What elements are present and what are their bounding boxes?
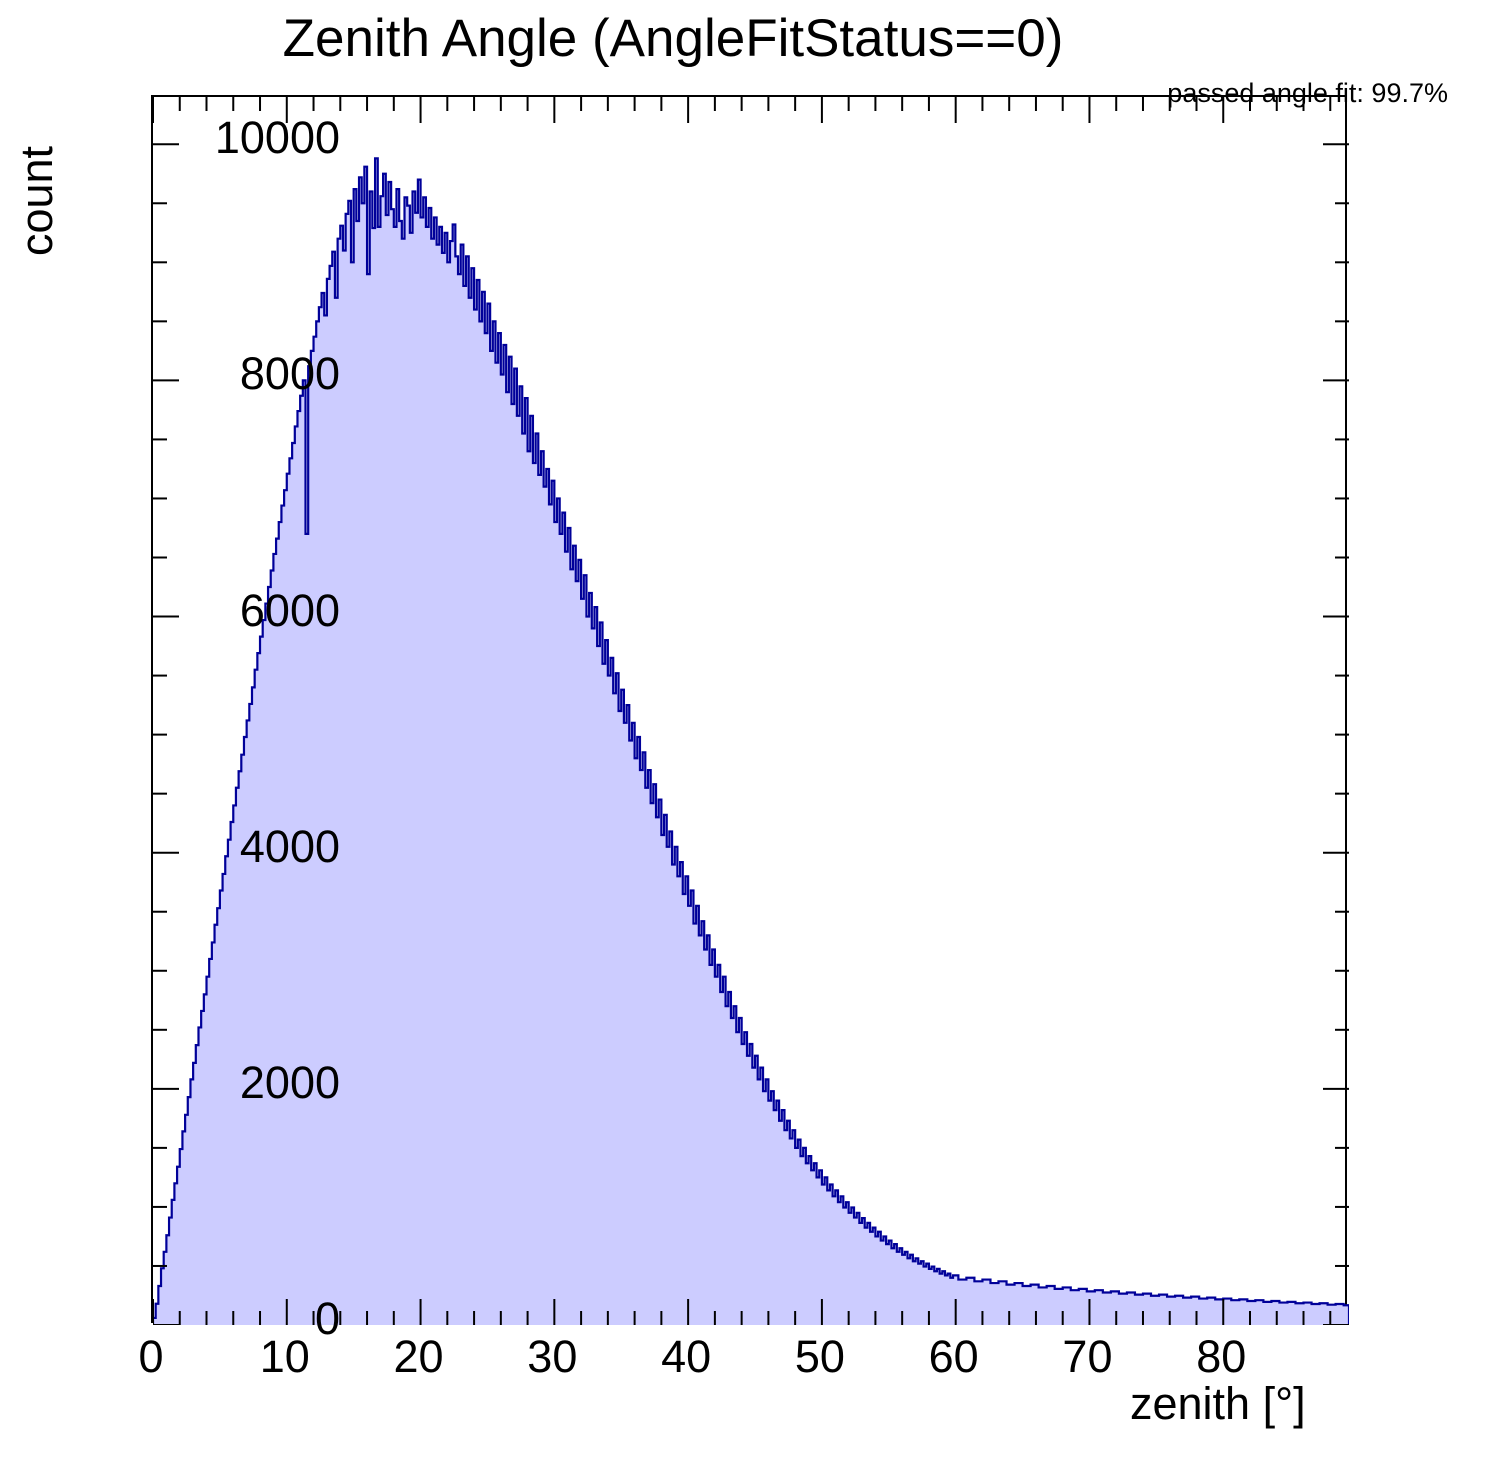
y-tick-label: 8000 xyxy=(239,348,340,400)
x-tick-label: 50 xyxy=(794,1331,845,1382)
x-tick-label: 70 xyxy=(1062,1331,1113,1382)
y-tick-label: 4000 xyxy=(239,820,340,872)
axis-ticks xyxy=(153,97,1349,1325)
y-tick-label: 10000 xyxy=(214,112,340,164)
annotation-passed-angle-fit: passed angle fit: 99.7% xyxy=(1167,78,1448,108)
y-tick-label: 2000 xyxy=(239,1056,340,1108)
x-tick-label: 0 xyxy=(138,1331,164,1382)
histogram-outline xyxy=(153,157,1349,1325)
x-axis-label: zenith [°] xyxy=(1130,1378,1306,1429)
histogram-fill-area xyxy=(153,158,1349,1325)
chart-title-text: Zenith Angle (AngleFitStatus==0) xyxy=(282,9,1064,68)
y-tick-label: 6000 xyxy=(239,584,340,636)
y-axis-label: count xyxy=(11,145,62,257)
x-tick-label: 30 xyxy=(527,1331,578,1382)
x-tick-label: 20 xyxy=(393,1331,444,1382)
x-tick-label: 10 xyxy=(259,1331,310,1382)
page-title: Zenith Angle (AngleFitStatus==0) xyxy=(0,8,1496,69)
y-tick-label: 0 xyxy=(314,1293,340,1344)
plot-frame xyxy=(151,95,1349,1325)
x-tick-label: 40 xyxy=(661,1331,712,1382)
histogram-plot xyxy=(153,97,1349,1325)
x-tick-label: 60 xyxy=(928,1331,979,1382)
x-tick-label: 80 xyxy=(1196,1331,1247,1382)
